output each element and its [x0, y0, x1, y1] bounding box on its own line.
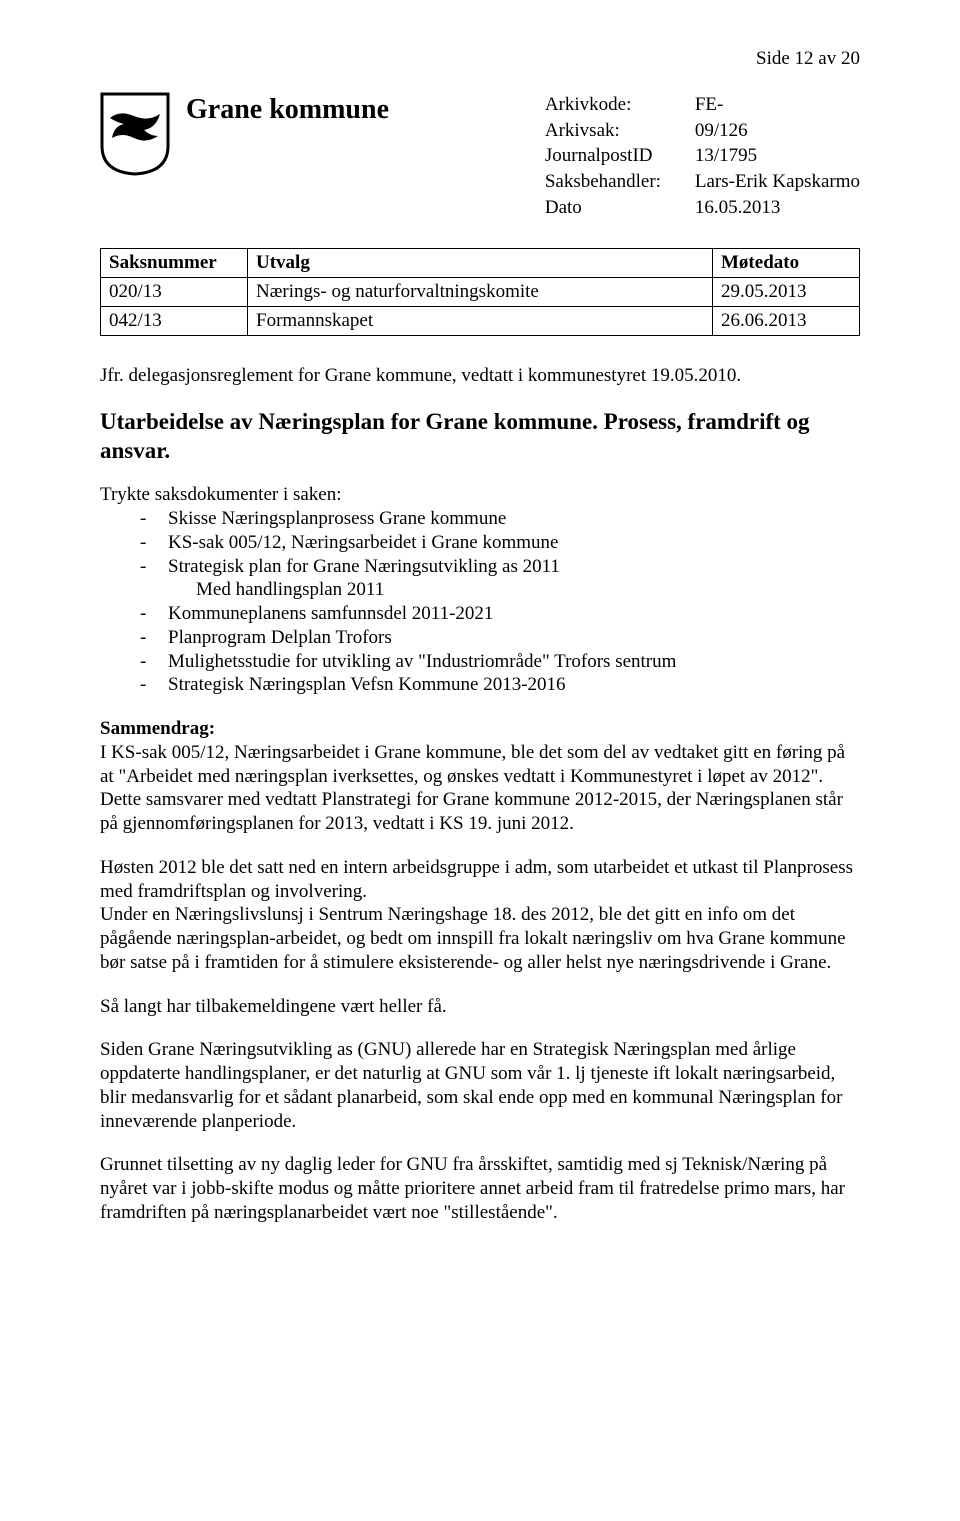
table-header: Utvalg	[248, 249, 713, 278]
meta-label-journal: JournalpostID	[545, 143, 695, 169]
meta-label-arkivkode: Arkivkode:	[545, 92, 695, 118]
table-row: 020/13 Nærings- og naturforvaltningskomi…	[101, 278, 860, 307]
body-paragraph: Så langt har tilbakemeldingene vært hell…	[100, 995, 860, 1019]
table-header-row: Saksnummer Utvalg Møtedato	[101, 249, 860, 278]
list-item-text: Strategisk plan for Grane Næringsutvikli…	[168, 556, 560, 577]
document-meta: Arkivkode: FE- Arkivsak: 09/126 Journalp…	[545, 92, 860, 220]
table-header: Møtedato	[713, 249, 860, 278]
list-item: Kommuneplanens samfunnsdel 2011-2021	[140, 602, 860, 626]
reference-line: Jfr. delegasjonsreglement for Grane komm…	[100, 364, 860, 388]
meta-label-dato: Dato	[545, 195, 695, 221]
table-cell: 020/13	[101, 278, 248, 307]
organization-name: Grane kommune	[186, 92, 545, 126]
list-item: Planprogram Delplan Trofors	[140, 626, 860, 650]
body-paragraph: Grunnet tilsetting av ny daglig leder fo…	[100, 1153, 860, 1224]
meta-value-arkivkode: FE-	[695, 92, 724, 118]
list-item: Strategisk Næringsplan Vefsn Kommune 201…	[140, 673, 860, 697]
document-body: Jfr. delegasjonsreglement for Grane komm…	[100, 364, 860, 1225]
summary-heading: Sammendrag:	[100, 717, 860, 741]
summary-label: Sammendrag:	[100, 718, 215, 739]
document-page: Side 12 av 20 Grane kommune Arkivkode: F…	[0, 0, 960, 1521]
list-item: Mulighetsstudie for utvikling av "Indust…	[140, 650, 860, 674]
meta-value-arkivsak: 09/126	[695, 118, 748, 144]
municipality-crest-icon	[100, 92, 170, 176]
body-paragraph: Høsten 2012 ble det satt ned en intern a…	[100, 856, 860, 904]
meta-label-saksbehandler: Saksbehandler:	[545, 169, 695, 195]
table-cell: Nærings- og naturforvaltningskomite	[248, 278, 713, 307]
meta-label-arkivsak: Arkivsak:	[545, 118, 695, 144]
list-item: Skisse Næringsplanprosess Grane kommune	[140, 507, 860, 531]
meta-value-journal: 13/1795	[695, 143, 757, 169]
case-table: Saksnummer Utvalg Møtedato 020/13 Næring…	[100, 248, 860, 336]
table-header: Saksnummer	[101, 249, 248, 278]
list-item: KS-sak 005/12, Næringsarbeidet i Grane k…	[140, 531, 860, 555]
body-paragraph: Siden Grane Næringsutvikling as (GNU) al…	[100, 1038, 860, 1133]
table-cell: 26.06.2013	[713, 307, 860, 336]
table-cell: 042/13	[101, 307, 248, 336]
meta-value-saksbehandler: Lars-Erik Kapskarmo	[695, 169, 860, 195]
table-cell: 29.05.2013	[713, 278, 860, 307]
document-title: Utarbeidelse av Næringsplan for Grane ko…	[100, 408, 860, 466]
table-cell: Formannskapet	[248, 307, 713, 336]
body-paragraph: I KS-sak 005/12, Næringsarbeidet i Grane…	[100, 741, 860, 789]
attachments-heading: Trykte saksdokumenter i saken:	[100, 483, 860, 507]
meta-value-dato: 16.05.2013	[695, 195, 781, 221]
page-number: Side 12 av 20	[756, 48, 860, 70]
attachments-list: Skisse Næringsplanprosess Grane kommune …	[140, 507, 860, 697]
table-row: 042/13 Formannskapet 26.06.2013	[101, 307, 860, 336]
list-item-subline: Med handlingsplan 2011	[168, 578, 860, 602]
body-paragraph: Dette samsvarer med vedtatt Planstrategi…	[100, 788, 860, 836]
document-header: Grane kommune Arkivkode: FE- Arkivsak: 0…	[100, 92, 860, 220]
body-paragraph: Under en Næringslivslunsj i Sentrum Næri…	[100, 903, 860, 974]
list-item: Strategisk plan for Grane Næringsutvikli…	[140, 555, 860, 603]
